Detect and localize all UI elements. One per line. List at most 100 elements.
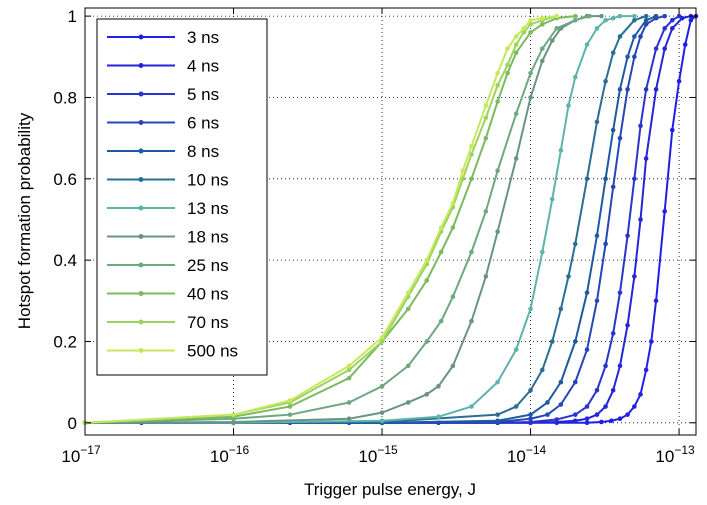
data-point: [545, 412, 550, 417]
data-point: [599, 419, 604, 425]
legend-swatch-marker: [138, 234, 144, 239]
data-point: [528, 412, 533, 417]
legend-swatch-marker: [138, 319, 144, 325]
data-point: [540, 21, 545, 27]
data-point: [540, 367, 545, 373]
data-point: [346, 363, 352, 369]
data-point: [594, 233, 600, 239]
data-point: [528, 416, 533, 422]
data-point: [379, 383, 385, 389]
data-point: [688, 17, 694, 23]
series-line: [85, 15, 680, 424]
data-point: [424, 278, 430, 283]
x-tick-labels: 10−17 10−16 10−15 10−14 10−13: [61, 443, 695, 466]
legend-label: 18 ns: [187, 228, 229, 247]
data-point: [566, 103, 571, 108]
x-tick-label-exponent: −15: [377, 443, 398, 457]
data-point: [676, 13, 682, 19]
data-point: [405, 290, 411, 295]
data-point: [610, 127, 616, 133]
data-point: [469, 143, 474, 149]
data-point: [584, 290, 590, 295]
x-tick-label-base: 10: [210, 447, 229, 466]
data-point: [287, 398, 293, 403]
data-point: [405, 363, 411, 369]
data-point: [540, 249, 545, 255]
data-point: [528, 70, 533, 76]
legend-label: 5 ns: [187, 85, 219, 104]
series-25-ns: [82, 13, 592, 426]
data-point: [513, 111, 519, 117]
legend-swatch-marker: [138, 120, 144, 125]
data-point: [609, 418, 614, 424]
data-point: [483, 135, 489, 141]
data-point: [669, 17, 675, 23]
y-tick-label: 1: [68, 7, 77, 26]
data-point: [495, 379, 500, 385]
data-point: [379, 410, 385, 415]
data-point: [643, 367, 649, 373]
x-tick-label: 10−16: [210, 443, 250, 466]
data-point: [346, 375, 352, 381]
data-point: [513, 42, 519, 47]
legend-label: 4 ns: [187, 57, 219, 76]
data-point: [540, 46, 545, 51]
y-tick-labels: 0 0.2 0.4 0.6 0.8 1: [53, 7, 77, 433]
data-point: [424, 339, 430, 344]
data-point: [572, 339, 578, 344]
data-point: [625, 54, 630, 60]
data-point: [617, 34, 623, 39]
legend-label: 70 ns: [187, 313, 229, 332]
data-point: [287, 412, 293, 417]
data-point: [603, 176, 608, 182]
legend-swatch-marker: [138, 148, 144, 154]
data-point: [610, 50, 616, 56]
x-tick-label: 10−17: [61, 443, 101, 466]
legend-label: 40 ns: [187, 285, 229, 304]
legend-item: 4 ns: [107, 57, 219, 76]
data-point: [513, 50, 519, 56]
data-point: [584, 420, 590, 426]
data-point: [450, 363, 456, 369]
legend-item: 18 ns: [107, 228, 229, 247]
data-point: [610, 15, 616, 21]
data-point: [617, 363, 623, 369]
data-point: [528, 95, 533, 100]
data-point: [405, 400, 411, 405]
data-point: [379, 418, 385, 424]
data-point: [483, 274, 489, 279]
data-point: [632, 176, 637, 182]
data-point: [495, 99, 500, 104]
data-point: [483, 115, 489, 121]
data-point: [632, 54, 637, 60]
legend: 3 ns 4 ns 5 ns 6 ns 8 ns 10 ns 13 ns 18 ns 25 ns…: [96, 18, 268, 376]
legend-item: 5 ns: [107, 85, 219, 104]
data-point: [662, 13, 667, 19]
data-point: [662, 46, 667, 51]
data-point: [648, 339, 654, 344]
x-axis-title: Trigger pulse energy, J: [304, 480, 476, 499]
data-point: [625, 322, 630, 328]
data-point: [594, 26, 600, 31]
data-point: [450, 225, 456, 230]
legend-item: 13 ns: [107, 199, 229, 218]
data-point: [584, 416, 590, 422]
legend-item: 8 ns: [107, 142, 219, 161]
data-point: [521, 26, 527, 31]
data-point: [653, 13, 659, 19]
data-point: [566, 274, 571, 279]
x-tick-label-exponent: −16: [229, 443, 250, 457]
data-point: [346, 416, 352, 422]
data-point: [584, 404, 590, 409]
data-point: [483, 103, 489, 108]
data-point: [610, 331, 616, 336]
x-tick-label-base: 10: [655, 447, 674, 466]
data-point: [540, 15, 545, 21]
data-point: [625, 233, 630, 239]
legend-swatch-marker: [138, 91, 144, 97]
data-point: [558, 402, 564, 407]
data-point: [346, 367, 352, 373]
legend-swatch-marker: [138, 262, 144, 268]
legend-item: 500 ns: [107, 342, 238, 361]
x-tick-label: 10−13: [655, 443, 695, 466]
